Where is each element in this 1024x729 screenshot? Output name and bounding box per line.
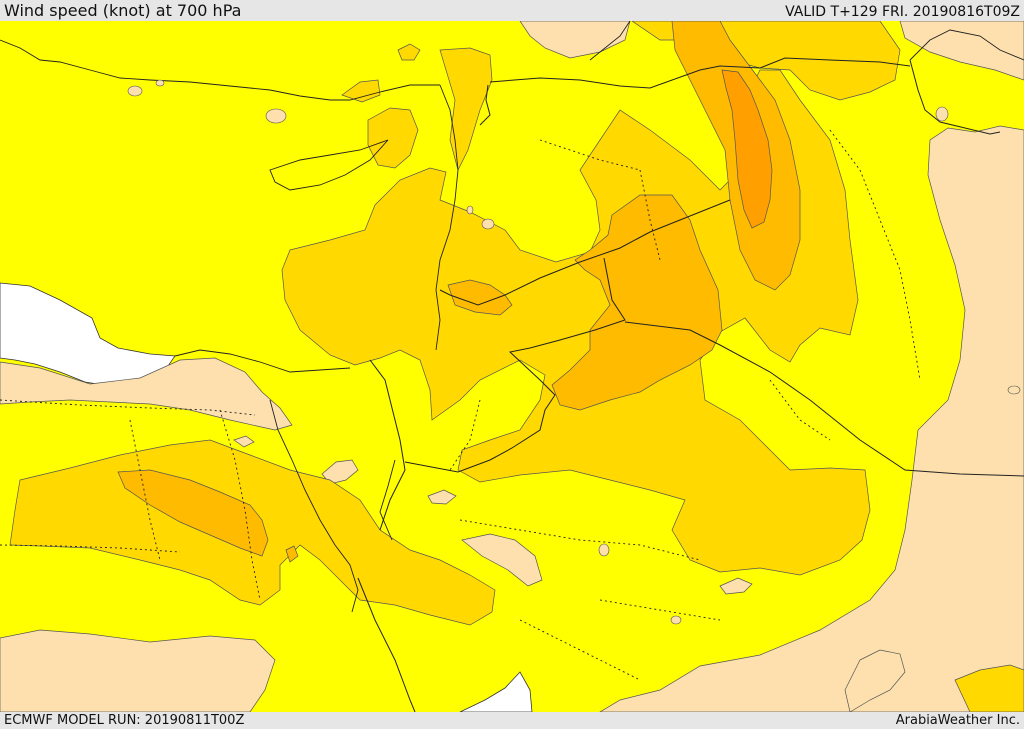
calm-patch-small-2 (427, 489, 457, 505)
amber-patch-jordan (447, 279, 513, 316)
calm-zone-egypt-coast (0, 357, 293, 431)
country-borders (357, 57, 1024, 712)
credit-label: ArabiaWeather Inc. (895, 713, 1020, 728)
amber-patch-small (285, 545, 299, 563)
wind-speed-map (0, 21, 1024, 712)
admin-boundaries (0, 129, 921, 681)
gold-patch-corner (954, 664, 1024, 712)
red-sea-tip (459, 671, 533, 712)
calm-patch-small-3 (233, 435, 255, 448)
gold-patch-far-northwest (397, 43, 421, 61)
gold-patch-north (341, 79, 381, 103)
valid-time-label: VALID T+129 FRI. 20190816T09Z (785, 4, 1020, 20)
calm-patch-small-1 (719, 577, 753, 595)
calm-zone-north (519, 21, 631, 59)
small-calm-blobs (127, 79, 1021, 625)
calm-zone-northeast (899, 21, 1024, 81)
calm-patch-south (844, 649, 906, 712)
gold-zone-north-cyprus (367, 107, 419, 169)
calm-zone-east (599, 125, 1024, 712)
header-bar: Wind speed (knot) at 700 hPa VALID T+129… (0, 0, 1024, 21)
coastlines (0, 21, 1024, 613)
gold-zone-northwest (439, 47, 493, 171)
calm-zone-southwest (0, 629, 276, 712)
calm-patch-arabia (461, 533, 543, 587)
map-title: Wind speed (knot) at 700 hPa (4, 1, 242, 20)
gold-zone-levant (281, 69, 871, 576)
amber-zone-syria-iraq (551, 194, 723, 411)
model-run-label: ECMWF MODEL RUN: 20190811T00Z (4, 713, 245, 728)
orange-core-jet (721, 69, 773, 229)
amber-zone-egypt-jet (117, 469, 269, 557)
footer-bar: ECMWF MODEL RUN: 20190811T00Z ArabiaWeat… (0, 712, 1024, 729)
map-canvas (0, 21, 1024, 712)
